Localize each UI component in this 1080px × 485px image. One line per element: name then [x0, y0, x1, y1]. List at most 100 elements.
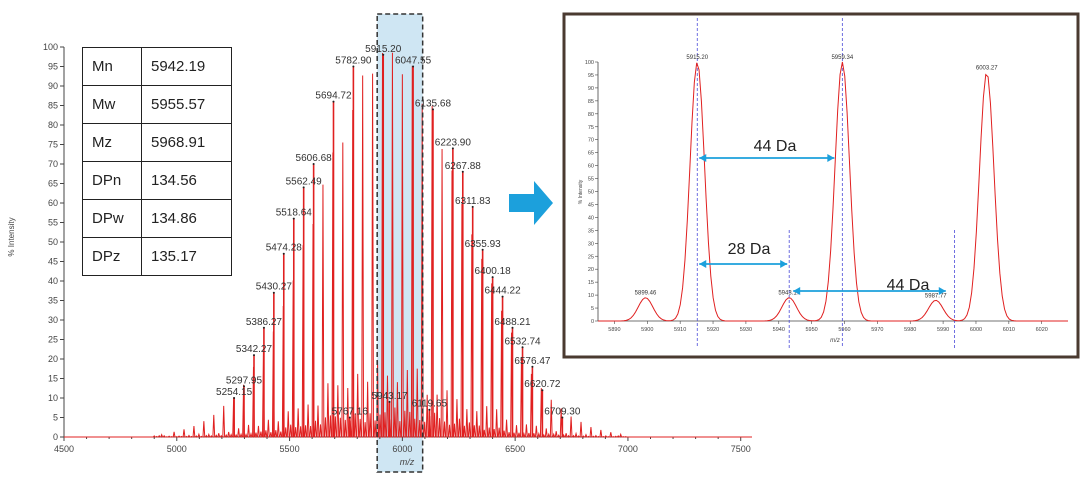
- zoom-peak-label: 6003.27: [976, 65, 998, 71]
- peak-marker: [292, 217, 295, 220]
- peak-label: 6400.18: [475, 266, 512, 277]
- zoom-y-tick-label: 35: [588, 228, 594, 234]
- peak-label: 5254.15: [216, 387, 253, 398]
- peak-label: 6620.72: [524, 379, 561, 390]
- stats-row: Mw 5955.57: [82, 85, 232, 124]
- zoom-peak-labels: 5899.46 5915.20 5943.17 5959.34 5987.77 6003.…: [635, 55, 999, 299]
- peak-label: 5782.90: [335, 56, 372, 67]
- peak-marker: [511, 326, 514, 329]
- main-y-tick-label: 100: [43, 42, 58, 52]
- peak-marker: [382, 53, 385, 56]
- zoom-y-tick-label: 45: [588, 202, 594, 208]
- peak-label: 5386.27: [246, 317, 283, 328]
- zoom-spectrum-trace: [598, 61, 1068, 322]
- peak-label: 5297.95: [226, 375, 263, 386]
- zoom-y-tick-label: 55: [588, 177, 594, 183]
- stats-value: 134.86: [141, 199, 232, 238]
- peak-label: 5430.27: [256, 282, 293, 293]
- peak-label: 5518.64: [276, 208, 313, 219]
- zoom-axes: 0 5 10 15 20 25 30 35 40 45 50 55 60 65 70 75 80 85 90 95 10…: [585, 60, 1068, 333]
- zoom-spectrum-line: [598, 61, 1068, 322]
- main-y-axis-label: % Intensity: [7, 217, 16, 256]
- stats-key: DPw: [82, 199, 142, 238]
- zoom-y-tick-label: 75: [588, 125, 594, 131]
- zoom-y-tick-label: 60: [588, 164, 594, 170]
- peak-label: 6223.90: [435, 137, 472, 148]
- stats-row: Mz 5968.91: [82, 123, 232, 162]
- mass-difference-label: 44 Da: [887, 277, 930, 294]
- peak-marker: [302, 186, 305, 189]
- peak-marker: [252, 354, 255, 357]
- zoom-x-tick-label: 6020: [1036, 327, 1048, 333]
- zoom-peak-label: 5899.46: [635, 291, 657, 297]
- stats-row: DPn 134.56: [82, 161, 232, 200]
- zoom-y-tick-label: 5: [591, 306, 594, 312]
- main-y-tick-label: 20: [48, 354, 58, 364]
- peak-marker: [388, 400, 391, 403]
- zoom-y-tick-label: 40: [588, 215, 594, 221]
- zoom-y-tick-label: 85: [588, 99, 594, 105]
- zoom-y-tick-label: 20: [588, 267, 594, 273]
- zoom-y-tick-label: 0: [591, 319, 594, 325]
- zoom-y-tick-label: 65: [588, 151, 594, 157]
- stats-value: 135.17: [141, 237, 232, 276]
- zoom-y-axis-label: % Intensity: [578, 179, 584, 204]
- zoom-x-tick-label: 5890: [608, 327, 620, 333]
- main-y-tick-label: 5: [53, 413, 58, 423]
- peak-label: 6488.21: [494, 317, 531, 328]
- peak-label: 5694.72: [315, 91, 352, 102]
- peak-marker: [541, 389, 544, 392]
- zoom-y-tick-label: 10: [588, 293, 594, 299]
- main-y-tick-label: 80: [48, 120, 58, 130]
- zoom-y-tick-label: 50: [588, 190, 594, 196]
- arrow-head-right: [780, 260, 788, 268]
- stats-key: Mn: [82, 47, 142, 86]
- main-x-tick-label: 7500: [731, 444, 751, 454]
- main-y-tick-label: 60: [48, 198, 58, 208]
- zoom-y-tick-label: 30: [588, 241, 594, 247]
- right-arrow-icon: [509, 181, 553, 225]
- arrow-head-left: [699, 260, 707, 268]
- main-x-tick-label: 7000: [618, 444, 638, 454]
- peak-marker: [521, 346, 524, 349]
- stats-value: 5942.19: [141, 47, 232, 86]
- zoom-x-tick-label: 5960: [838, 327, 850, 333]
- zoom-x-tick-label: 5970: [871, 327, 883, 333]
- peak-marker: [282, 252, 285, 255]
- zoom-x-tick-label: 6010: [1003, 327, 1015, 333]
- zoom-peak-label: 5987.77: [925, 293, 947, 299]
- stats-key: DPn: [82, 161, 142, 200]
- stats-value: 5968.91: [141, 123, 232, 162]
- main-y-tick-label: 45: [48, 257, 58, 267]
- main-axes: 0510152025303540455055606570758085909510…: [43, 42, 752, 454]
- zoom-x-tick-label: 6000: [970, 327, 982, 333]
- zoom-y-tick-label: 15: [588, 280, 594, 286]
- peak-marker: [312, 163, 315, 165]
- mass-difference-label: 44 Da: [754, 138, 797, 155]
- main-x-tick-label: 6000: [392, 444, 412, 454]
- main-y-tick-label: 10: [48, 393, 58, 403]
- peak-label: 5562.49: [286, 176, 323, 187]
- stats-key: DPz: [82, 237, 142, 276]
- highlight-region: [377, 14, 423, 472]
- stats-value: 134.56: [141, 161, 232, 200]
- main-y-tick-label: 70: [48, 159, 58, 169]
- peak-marker: [531, 365, 534, 368]
- peak-marker: [233, 397, 236, 399]
- peak-marker: [428, 408, 431, 411]
- main-y-tick-label: 85: [48, 101, 58, 111]
- peak-label: 6047.55: [395, 56, 432, 67]
- main-y-tick-label: 15: [48, 374, 58, 384]
- peak-marker: [352, 65, 355, 68]
- zoom-x-axis-label: m/z: [830, 338, 840, 344]
- peak-label: 5474.28: [266, 243, 303, 254]
- zoom-peak-label: 5943.17: [778, 291, 800, 297]
- peak-marker: [561, 416, 564, 419]
- peak-marker: [412, 65, 415, 68]
- main-x-tick-label: 5000: [167, 444, 187, 454]
- zoom-y-tick-label: 100: [585, 60, 594, 66]
- main-x-axis-label: m/z: [400, 457, 415, 467]
- peak-marker: [471, 205, 474, 208]
